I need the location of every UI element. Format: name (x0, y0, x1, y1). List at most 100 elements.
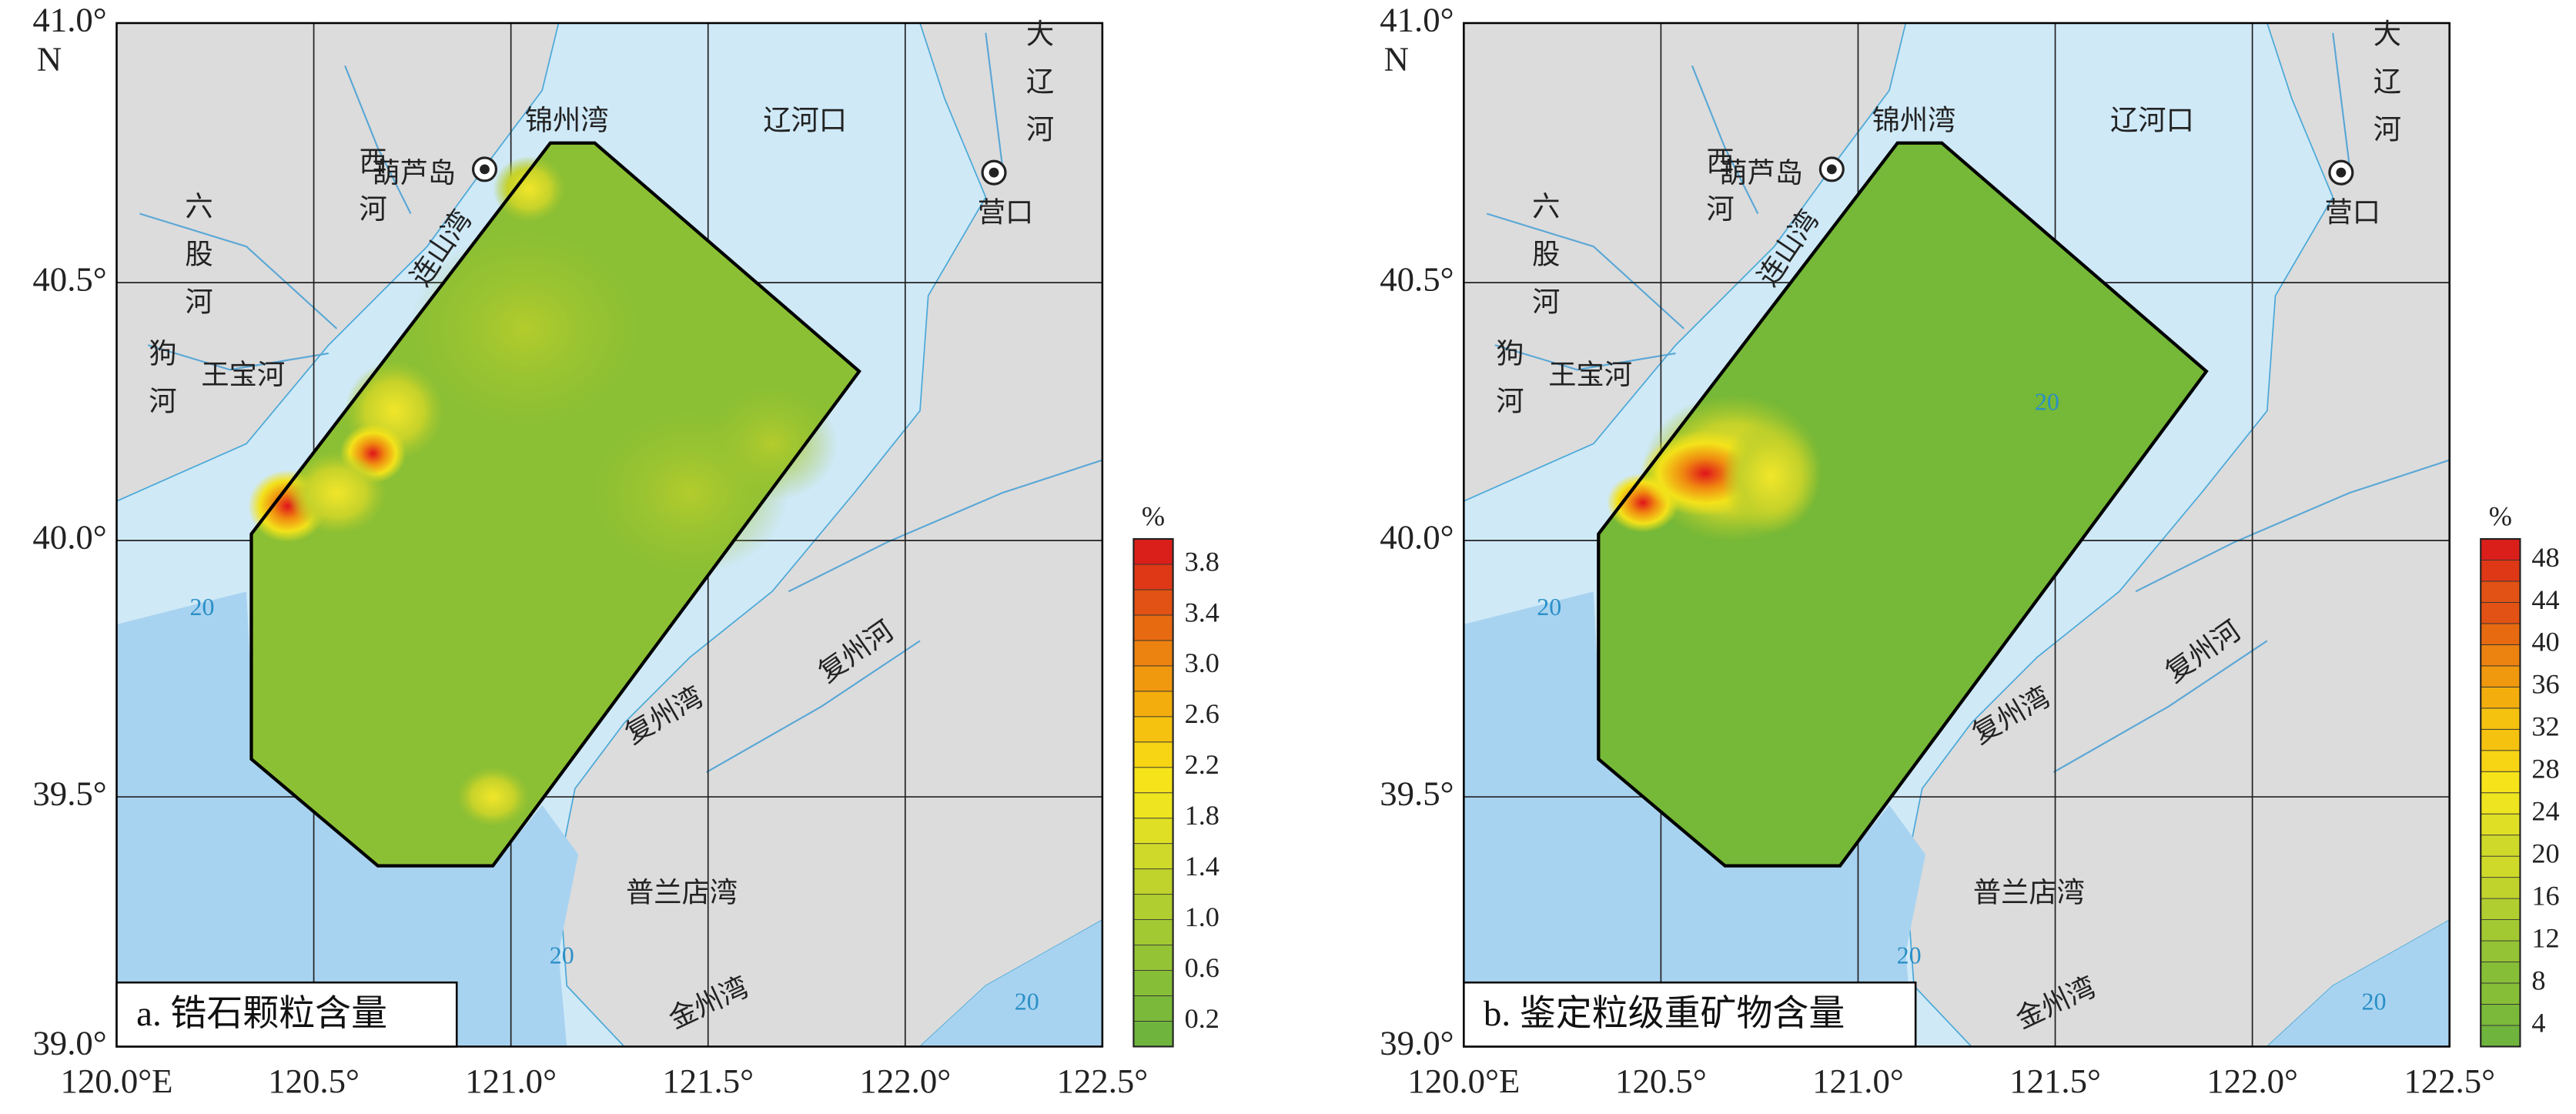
colorbar-label: 2.2 (1185, 749, 1219, 780)
colorbar-band (2480, 1025, 2521, 1047)
lat-label: 41.0° (1380, 0, 1454, 38)
lat-label: 39.5° (32, 774, 106, 812)
deep-sea (1464, 591, 1925, 1047)
colorbar-band (1132, 792, 1174, 819)
place-label: 普兰店湾 (1973, 877, 2085, 908)
colorbar-band (2480, 538, 2521, 560)
concentration-patch (1721, 419, 1821, 534)
colorbar-label: 1.8 (1185, 800, 1219, 831)
deep-sea (920, 920, 1102, 1047)
colorbar-band (2480, 982, 2521, 1005)
colorbar-band (1132, 640, 1174, 667)
colorbar-band (1132, 665, 1174, 692)
colorbar-band (2480, 728, 2521, 751)
river (344, 65, 412, 214)
depth-label: 20 (2362, 987, 2387, 1015)
study-area (1598, 142, 2206, 866)
colorbar-label: 4 (2531, 1007, 2545, 1038)
colorbar-band (1132, 818, 1174, 845)
depth-label: 20 (1537, 593, 1561, 621)
colorbar-band (1132, 538, 1174, 565)
river (1486, 212, 1684, 330)
colorbar-band (1132, 741, 1174, 768)
lon-label: 120.5° (268, 1062, 360, 1100)
colorbar-label: 32 (2531, 711, 2559, 742)
map-frame (115, 22, 1104, 1048)
concentration-patch (706, 386, 838, 501)
lon-label: 122.5° (1057, 1062, 1149, 1100)
depth-label: 20 (1897, 942, 1922, 969)
deep-sea (116, 591, 579, 1047)
colorbar-band (1132, 767, 1174, 794)
colorbar-band (2480, 560, 2521, 582)
place-label: 西河 (356, 146, 386, 242)
colorbar-band (2480, 1004, 2521, 1026)
lat-label: 40.5° (1380, 259, 1454, 298)
lon-label: 122.0° (2206, 1062, 2298, 1100)
concentration-patch (457, 767, 530, 827)
place-label: 营口 (978, 197, 1034, 228)
colorbar-label: 28 (2531, 754, 2559, 784)
study-area (251, 142, 860, 866)
colorbar-band (1132, 691, 1174, 718)
river (788, 459, 1103, 593)
lon-label: 120.0°E (60, 1062, 172, 1100)
colorbar-band (1132, 894, 1174, 920)
colorbar-label: 1.0 (1185, 902, 1219, 932)
colorbar-band (1132, 945, 1174, 971)
colorbar-band (2480, 962, 2521, 984)
colorbar-unit: % (1142, 501, 1165, 532)
colorbar-band (1132, 564, 1174, 590)
colorbar-label: 1.4 (1185, 851, 1219, 881)
lon-label: 122.5° (2404, 1062, 2495, 1100)
colorbar-label: 0.2 (1185, 1003, 1219, 1034)
colorbar-frame (2480, 537, 2521, 1048)
lon-label: 122.0° (859, 1062, 951, 1100)
river (139, 212, 338, 330)
north-label: N (1384, 39, 1409, 78)
place-label: 锦州湾 (1872, 105, 1956, 135)
lat-label: 40.0° (32, 517, 106, 556)
colorbar-label: 8 (2531, 965, 2545, 995)
colorbar-band (1132, 970, 1174, 996)
colorbar-band (1132, 995, 1174, 1022)
caption: b. 鉴定粒级重矿物含量 (1484, 994, 1845, 1034)
place-label: 大辽河 (1022, 19, 1053, 162)
lon-label: 121.5° (662, 1062, 754, 1100)
colorbar-band (1132, 614, 1174, 641)
depth-label: 20 (550, 942, 574, 969)
colorbar-band (2480, 644, 2521, 667)
colorbar-label: 44 (2531, 584, 2559, 615)
place-label: 王宝河 (1548, 360, 1632, 390)
concentration-patch (287, 451, 386, 534)
colorbar-band (2480, 708, 2521, 730)
river (147, 344, 329, 371)
river (1691, 65, 1759, 214)
place-label: 六股河 (181, 192, 212, 335)
colorbar-label: 20 (2531, 838, 2559, 868)
place-label: 六股河 (1528, 192, 1559, 335)
colorbar-band (2480, 940, 2521, 962)
colorbar-label: 16 (2531, 880, 2559, 911)
colorbar-label: 36 (2531, 669, 2559, 700)
place-label: 西河 (1702, 146, 1733, 242)
colorbar-label: 12 (2531, 922, 2559, 953)
river (1494, 344, 1676, 371)
river (2052, 640, 2268, 773)
caption: a. 锆石颗粒含量 (136, 994, 387, 1034)
colorbar-band (1132, 589, 1174, 616)
colorbar-label: 48 (2531, 542, 2559, 573)
colorbar-band (2480, 835, 2521, 857)
caption-box (115, 981, 458, 1048)
colorbar-band (2480, 771, 2521, 794)
colorbar-band (2480, 855, 2521, 878)
colorbar-label: 3.8 (1185, 546, 1219, 577)
place-label: 辽河口 (763, 105, 847, 135)
colorbar-frame (1132, 537, 1174, 1048)
caption-box (1463, 981, 1917, 1048)
city-marker (480, 164, 490, 175)
lon-label: 121.5° (2009, 1062, 2101, 1100)
colorbar-band (2480, 580, 2521, 603)
colorbar-band (1132, 868, 1174, 895)
